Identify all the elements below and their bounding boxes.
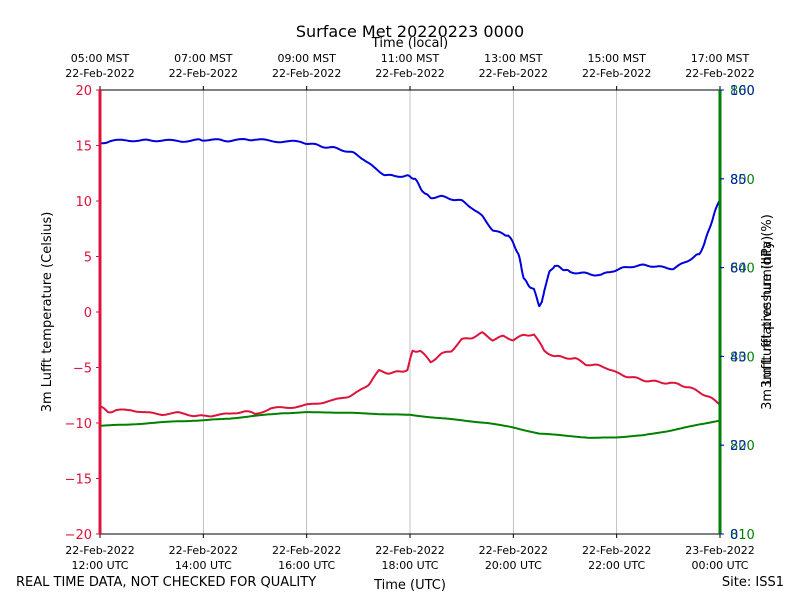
humidity-tick-label-3: 60: [730, 262, 747, 277]
bottom-tick-time-1: 14:00 UTC: [175, 559, 232, 572]
bottom-tick-time-0: 12:00 UTC: [71, 559, 128, 572]
bottom-tick-date-3: 22-Feb-2022: [375, 544, 444, 557]
bottom-tick-time-6: 00:00 UTC: [691, 559, 748, 572]
axis-layer: 22-Feb-2022 12:00 UTC 22-Feb-2022 14:00 UTC…: [65, 52, 755, 572]
temperature-axis-label: 3m Lufft temperature (Celsius): [40, 212, 55, 413]
pressure-series-line: [99, 411, 721, 439]
temperature-tick-label-7: 15: [75, 140, 92, 155]
pressure-tick-label-1: 820: [730, 439, 755, 454]
humidity-tick-label-4: 80: [730, 173, 747, 188]
temperature-tick-label-5: 5: [84, 251, 92, 266]
temperature-tick-label-4: 0: [84, 306, 92, 321]
pressure-tick-label-3: 840: [730, 262, 755, 277]
temperature-tick-label-8: 20: [75, 84, 92, 99]
top-axis-label: Time (local): [371, 36, 448, 51]
temperature-tick-label-2: −10: [65, 417, 92, 432]
series-layer: [99, 138, 721, 439]
top-tick-time-5: 15:00 MST: [587, 52, 646, 65]
top-tick-date-6: 22-Feb-2022: [685, 67, 754, 80]
site-label: Site: ISS1: [721, 575, 784, 590]
humidity-axis-label: 3m Lufft relative humidity (%): [760, 214, 775, 410]
humidity-tick-label-2: 40: [730, 350, 747, 365]
top-tick-time-0: 05:00 MST: [71, 52, 130, 65]
top-tick-date-1: 22-Feb-2022: [169, 67, 238, 80]
top-tick-time-3: 11:00 MST: [381, 52, 440, 65]
top-tick-date-4: 22-Feb-2022: [479, 67, 548, 80]
pressure-tick-label-0: 810: [730, 528, 755, 543]
humidity-tick-label-0: 0: [730, 528, 738, 543]
bottom-tick-time-2: 16:00 UTC: [278, 559, 335, 572]
top-tick-date-3: 22-Feb-2022: [375, 67, 444, 80]
bottom-tick-date-1: 22-Feb-2022: [169, 544, 238, 557]
temperature-tick-label-3: −5: [73, 362, 92, 377]
top-tick-date-0: 22-Feb-2022: [65, 67, 134, 80]
temperature-tick-label-0: −20: [65, 528, 92, 543]
bottom-tick-date-0: 22-Feb-2022: [65, 544, 134, 557]
temperature-tick-label-6: 10: [75, 195, 92, 210]
pressure-tick-label-4: 850: [730, 173, 755, 188]
bottom-tick-time-3: 18:00 UTC: [381, 559, 438, 572]
bottom-tick-date-5: 22-Feb-2022: [582, 544, 651, 557]
top-tick-date-2: 22-Feb-2022: [272, 67, 341, 80]
top-tick-time-4: 13:00 MST: [484, 52, 543, 65]
chart-title: Surface Met 20220223 0000: [296, 22, 524, 41]
temperature-series-line: [99, 331, 721, 418]
humidity-tick-label-5: 100: [730, 84, 755, 99]
top-tick-time-6: 17:00 MST: [691, 52, 750, 65]
bottom-tick-time-4: 20:00 UTC: [485, 559, 542, 572]
top-tick-date-5: 22-Feb-2022: [582, 67, 651, 80]
pressure-tick-label-2: 830: [730, 350, 755, 365]
temperature-tick-label-1: −15: [65, 473, 92, 488]
humidity-tick-label-1: 20: [730, 439, 747, 454]
humidity-series-line: [99, 138, 721, 308]
bottom-tick-date-2: 22-Feb-2022: [272, 544, 341, 557]
grid-layer: [99, 90, 721, 534]
top-tick-time-1: 07:00 MST: [174, 52, 233, 65]
bottom-tick-date-4: 22-Feb-2022: [479, 544, 548, 557]
pressure-axis-label: 3m Lufft pressure (hPa): [760, 236, 775, 388]
quality-note: REAL TIME DATA, NOT CHECKED FOR QUALITY: [16, 575, 317, 590]
bottom-axis-label: Time (UTC): [373, 578, 446, 593]
bottom-tick-time-5: 22:00 UTC: [588, 559, 645, 572]
pressure-tick-label-5: 860: [730, 84, 755, 99]
bottom-tick-date-6: 23-Feb-2022: [685, 544, 754, 557]
top-tick-time-2: 09:00 MST: [277, 52, 336, 65]
